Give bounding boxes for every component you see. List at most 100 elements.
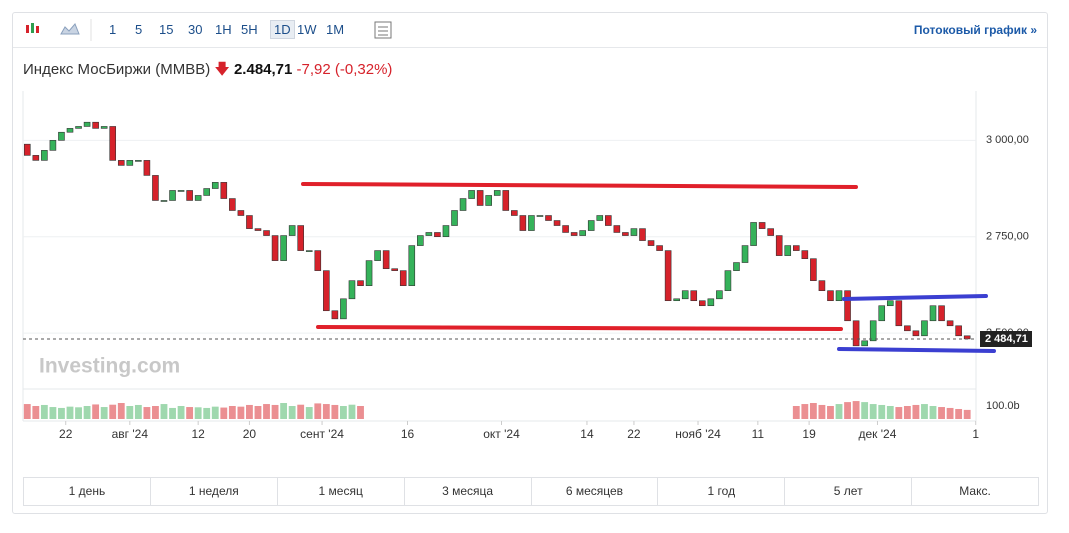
volume-bar <box>32 406 40 419</box>
volume-bar <box>100 407 108 419</box>
candle-body <box>152 175 159 201</box>
x-tick-label: 16 <box>401 427 415 441</box>
candle-body <box>100 126 108 129</box>
volume-bar <box>827 406 834 419</box>
volume-bar <box>861 402 869 419</box>
range-button[interactable]: 1 год <box>658 478 786 505</box>
candle-body <box>314 250 322 271</box>
candle-body <box>442 225 450 238</box>
candle-body <box>493 190 501 196</box>
range-button[interactable]: 1 месяц <box>278 478 405 505</box>
candle-body <box>511 210 518 216</box>
volume-bar <box>203 407 211 419</box>
interval-button[interactable]: 1 <box>109 22 117 37</box>
interval-button[interactable]: 5H <box>241 22 258 37</box>
candle-body <box>758 222 766 229</box>
candle-body <box>895 300 903 327</box>
volume-bar <box>314 403 322 419</box>
interval-button[interactable]: 1H <box>215 22 232 37</box>
candle-body <box>135 160 142 162</box>
candle-body <box>579 230 586 236</box>
range-button[interactable]: 3 месяца <box>405 478 532 505</box>
candle-body <box>391 268 398 271</box>
volume-bar <box>835 404 843 419</box>
toolbar: 1 5 15 30 1H 5H 1D 1W 1M Потоковый график » <box>13 13 1047 48</box>
watermark: Investing.com <box>39 355 180 378</box>
candle-body <box>263 230 270 236</box>
volume-bar <box>109 404 117 419</box>
volume-bar <box>818 404 826 419</box>
volume-bar <box>809 403 817 419</box>
volume-bar <box>792 406 800 419</box>
last-price-label: 2 484,71 <box>985 333 1028 345</box>
volume-bar <box>869 404 877 419</box>
candle-body <box>844 290 851 322</box>
volume-bar <box>357 406 364 419</box>
candle-body <box>237 210 245 216</box>
price: 2.484,71 <box>233 61 293 78</box>
candle-body <box>596 215 604 221</box>
candle-body <box>365 260 373 286</box>
interval-button[interactable]: 1M <box>326 22 345 37</box>
candle-body <box>630 228 638 236</box>
candle-body <box>254 228 262 231</box>
candle-body <box>323 270 330 312</box>
volume-bar <box>297 404 305 419</box>
interval-button[interactable]: 15 <box>159 22 174 37</box>
candle-body <box>399 270 407 286</box>
volume-bar <box>254 406 262 419</box>
volume-bar <box>938 407 945 419</box>
candle-body <box>92 121 99 129</box>
candle-body <box>528 215 535 231</box>
candle-body <box>929 305 937 322</box>
volume-bar <box>177 406 185 419</box>
candle-body <box>203 188 211 196</box>
candle-body <box>562 225 569 233</box>
interval-button[interactable]: 1D <box>270 20 295 39</box>
candle-body <box>613 225 621 233</box>
candle-body <box>519 215 527 231</box>
candle-body <box>852 320 860 347</box>
interval-button[interactable]: 5 <box>135 22 143 37</box>
candle-body <box>194 195 202 201</box>
chart: Investing.com 3 000,002 750,002 500,0022… <box>22 91 1032 441</box>
candle-body <box>622 232 629 236</box>
interval-button[interactable]: 30 <box>188 22 203 37</box>
candle-body <box>374 250 381 261</box>
x-tick-label: 22 <box>59 427 73 441</box>
volume-bar <box>49 407 57 419</box>
volume-bar <box>126 406 134 419</box>
candle-body <box>775 235 783 256</box>
interval-button[interactable]: 1W <box>297 22 317 37</box>
x-tick-label: авг '24 <box>112 427 149 441</box>
volume-bar <box>903 406 911 419</box>
range-button[interactable]: 5 лет <box>785 478 913 505</box>
volume-bar <box>955 408 963 419</box>
x-tick-label: 22 <box>627 427 641 441</box>
candle-body <box>647 240 655 246</box>
range-selector: 1 день 1 неделя 1 месяц 3 месяца 6 месяцев 1 … <box>23 477 1039 506</box>
candle-body <box>211 182 219 189</box>
candle-body <box>818 280 826 291</box>
volume-bar <box>878 404 886 419</box>
volume-bar <box>921 404 928 419</box>
candle-body <box>246 215 253 229</box>
stream-link[interactable]: Потоковый график » <box>913 23 1037 37</box>
candle-body <box>126 160 134 166</box>
settings-icon <box>374 21 392 39</box>
candle-body <box>792 245 800 251</box>
candle-body <box>32 155 40 161</box>
volume-bar <box>134 404 142 419</box>
x-tick-label: дек '24 <box>859 427 897 441</box>
volume-bar <box>929 406 937 419</box>
volume-bar <box>305 407 313 419</box>
range-button[interactable]: Макс. <box>959 484 991 498</box>
range-button[interactable]: 6 месяцев <box>532 478 659 505</box>
candle-body <box>357 280 364 286</box>
range-button[interactable]: 1 день <box>24 478 151 505</box>
range-button[interactable]: 1 неделя <box>151 478 278 505</box>
candle-body <box>66 128 74 133</box>
volume-bar <box>152 406 159 419</box>
candle-body <box>724 270 732 291</box>
x-tick-label: 14 <box>580 427 594 441</box>
